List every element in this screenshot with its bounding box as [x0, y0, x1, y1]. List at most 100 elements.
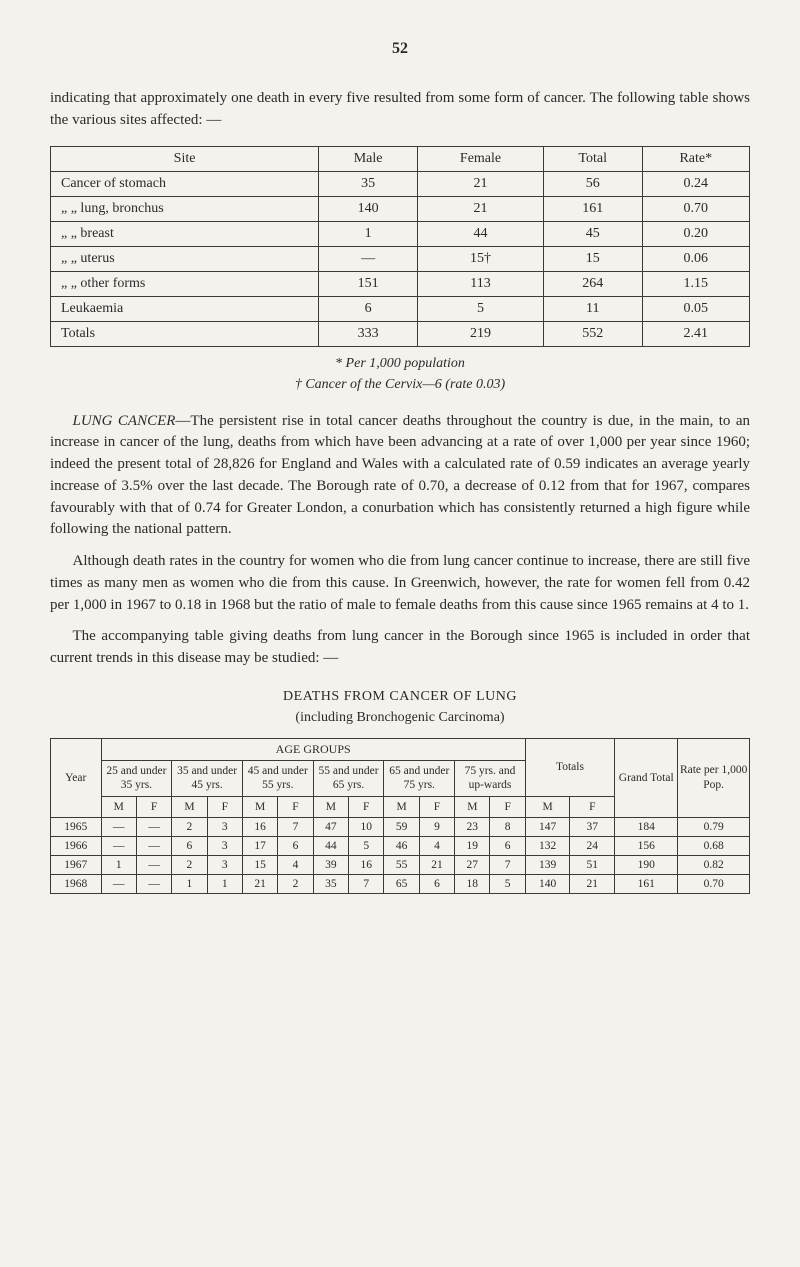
value-cell: 51 [570, 855, 615, 874]
value-cell: 0.70 [642, 196, 749, 221]
site-cell: „ „ breast [51, 221, 319, 246]
value-cell: 15 [242, 855, 277, 874]
value-cell: 11 [543, 296, 642, 321]
table-row: „ „ breast144450.20 [51, 221, 750, 246]
value-cell: 184 [615, 817, 678, 836]
age-45-55: 45 and under 55 yrs. [242, 760, 313, 796]
value-cell: 39 [313, 855, 348, 874]
year-cell: 1968 [51, 874, 102, 893]
value-cell: — [101, 817, 136, 836]
mf-header: F [490, 796, 525, 817]
value-cell: 16 [349, 855, 384, 874]
mf-header: M [313, 796, 348, 817]
totals-rate: 2.41 [642, 321, 749, 346]
value-cell: — [319, 246, 418, 271]
lung-cancer-body: —The persistent rise in total cancer dea… [50, 413, 750, 538]
table-header-row: Site Male Female Total Rate* [51, 146, 750, 171]
year-cell: 1967 [51, 855, 102, 874]
value-cell: 2 [172, 855, 207, 874]
table-row: Leukaemia65110.05 [51, 296, 750, 321]
value-cell: 190 [615, 855, 678, 874]
value-cell: 19 [455, 836, 490, 855]
value-cell: 0.24 [642, 171, 749, 196]
value-cell: 156 [615, 836, 678, 855]
value-cell: — [101, 874, 136, 893]
table-row: „ „ other forms1511132641.15 [51, 271, 750, 296]
value-cell: 6 [278, 836, 313, 855]
col-totals: Totals [525, 738, 614, 796]
value-cell: 46 [384, 836, 419, 855]
site-cell: „ „ uterus [51, 246, 319, 271]
year-cell: 1965 [51, 817, 102, 836]
col-female: Female [418, 146, 544, 171]
value-cell: 1 [101, 855, 136, 874]
table2-row-top: Year AGE GROUPS Totals Grand Total Rate … [51, 738, 750, 760]
mf-header: M [384, 796, 419, 817]
value-cell: 27 [455, 855, 490, 874]
value-cell: — [136, 836, 171, 855]
site-cell: „ „ lung, bronchus [51, 196, 319, 221]
value-cell: 56 [543, 171, 642, 196]
value-cell: 161 [543, 196, 642, 221]
value-cell: 35 [313, 874, 348, 893]
totals-female: 219 [418, 321, 544, 346]
value-cell: 15 [543, 246, 642, 271]
value-cell: 161 [615, 874, 678, 893]
value-cell: 45 [543, 221, 642, 246]
value-cell: 6 [319, 296, 418, 321]
value-cell: 0.82 [678, 855, 750, 874]
value-cell: 47 [313, 817, 348, 836]
col-year: Year [51, 738, 102, 817]
value-cell: 35 [319, 171, 418, 196]
totals-total: 552 [543, 321, 642, 346]
mf-header: F [419, 796, 454, 817]
value-cell: 2 [278, 874, 313, 893]
value-cell: 7 [349, 874, 384, 893]
page-number: 52 [50, 40, 750, 58]
age-65-75: 65 and under 75 yrs. [384, 760, 455, 796]
value-cell: — [136, 817, 171, 836]
mf-header: M [525, 796, 570, 817]
table-row: „ „ uterus—15†150.06 [51, 246, 750, 271]
value-cell: 5 [418, 296, 544, 321]
value-cell: 0.79 [678, 817, 750, 836]
value-cell: 140 [319, 196, 418, 221]
value-cell: 59 [384, 817, 419, 836]
value-cell: 37 [570, 817, 615, 836]
col-grand-total: Grand Total [615, 738, 678, 817]
totals-label: Totals [51, 321, 319, 346]
value-cell: 7 [278, 817, 313, 836]
site-cell: Cancer of stomach [51, 171, 319, 196]
value-cell: — [136, 874, 171, 893]
mf-header: F [278, 796, 313, 817]
value-cell: 113 [418, 271, 544, 296]
age-55-65: 55 and under 65 yrs. [313, 760, 384, 796]
totals-male: 333 [319, 321, 418, 346]
lung-cancer-paragraph-3: The accompanying table giving deaths fro… [50, 626, 750, 670]
value-cell: 7 [490, 855, 525, 874]
value-cell: 1.15 [642, 271, 749, 296]
lung-cancer-paragraph-2: Although death rates in the country for … [50, 551, 750, 616]
value-cell: 0.68 [678, 836, 750, 855]
value-cell: 44 [418, 221, 544, 246]
value-cell: 24 [570, 836, 615, 855]
value-cell: 3 [207, 817, 242, 836]
value-cell: 9 [419, 817, 454, 836]
value-cell: — [101, 836, 136, 855]
age-75-up: 75 yrs. and up-wards [455, 760, 526, 796]
value-cell: 44 [313, 836, 348, 855]
table-totals-row: Totals 333 219 552 2.41 [51, 321, 750, 346]
value-cell: 6 [172, 836, 207, 855]
lung-cancer-paragraph-1: LUNG CANCER—The persistent rise in total… [50, 411, 750, 542]
value-cell: 0.05 [642, 296, 749, 321]
footnote-per-1000: * Per 1,000 population [50, 353, 750, 374]
value-cell: 139 [525, 855, 570, 874]
table-row: 19671—2315439165521277139511900.82 [51, 855, 750, 874]
value-cell: — [136, 855, 171, 874]
value-cell: 1 [207, 874, 242, 893]
site-cell: „ „ other forms [51, 271, 319, 296]
value-cell: 151 [319, 271, 418, 296]
table1-footnotes: * Per 1,000 population † Cancer of the C… [50, 353, 750, 395]
table-row: 1965——231674710599238147371840.79 [51, 817, 750, 836]
mf-header: M [172, 796, 207, 817]
